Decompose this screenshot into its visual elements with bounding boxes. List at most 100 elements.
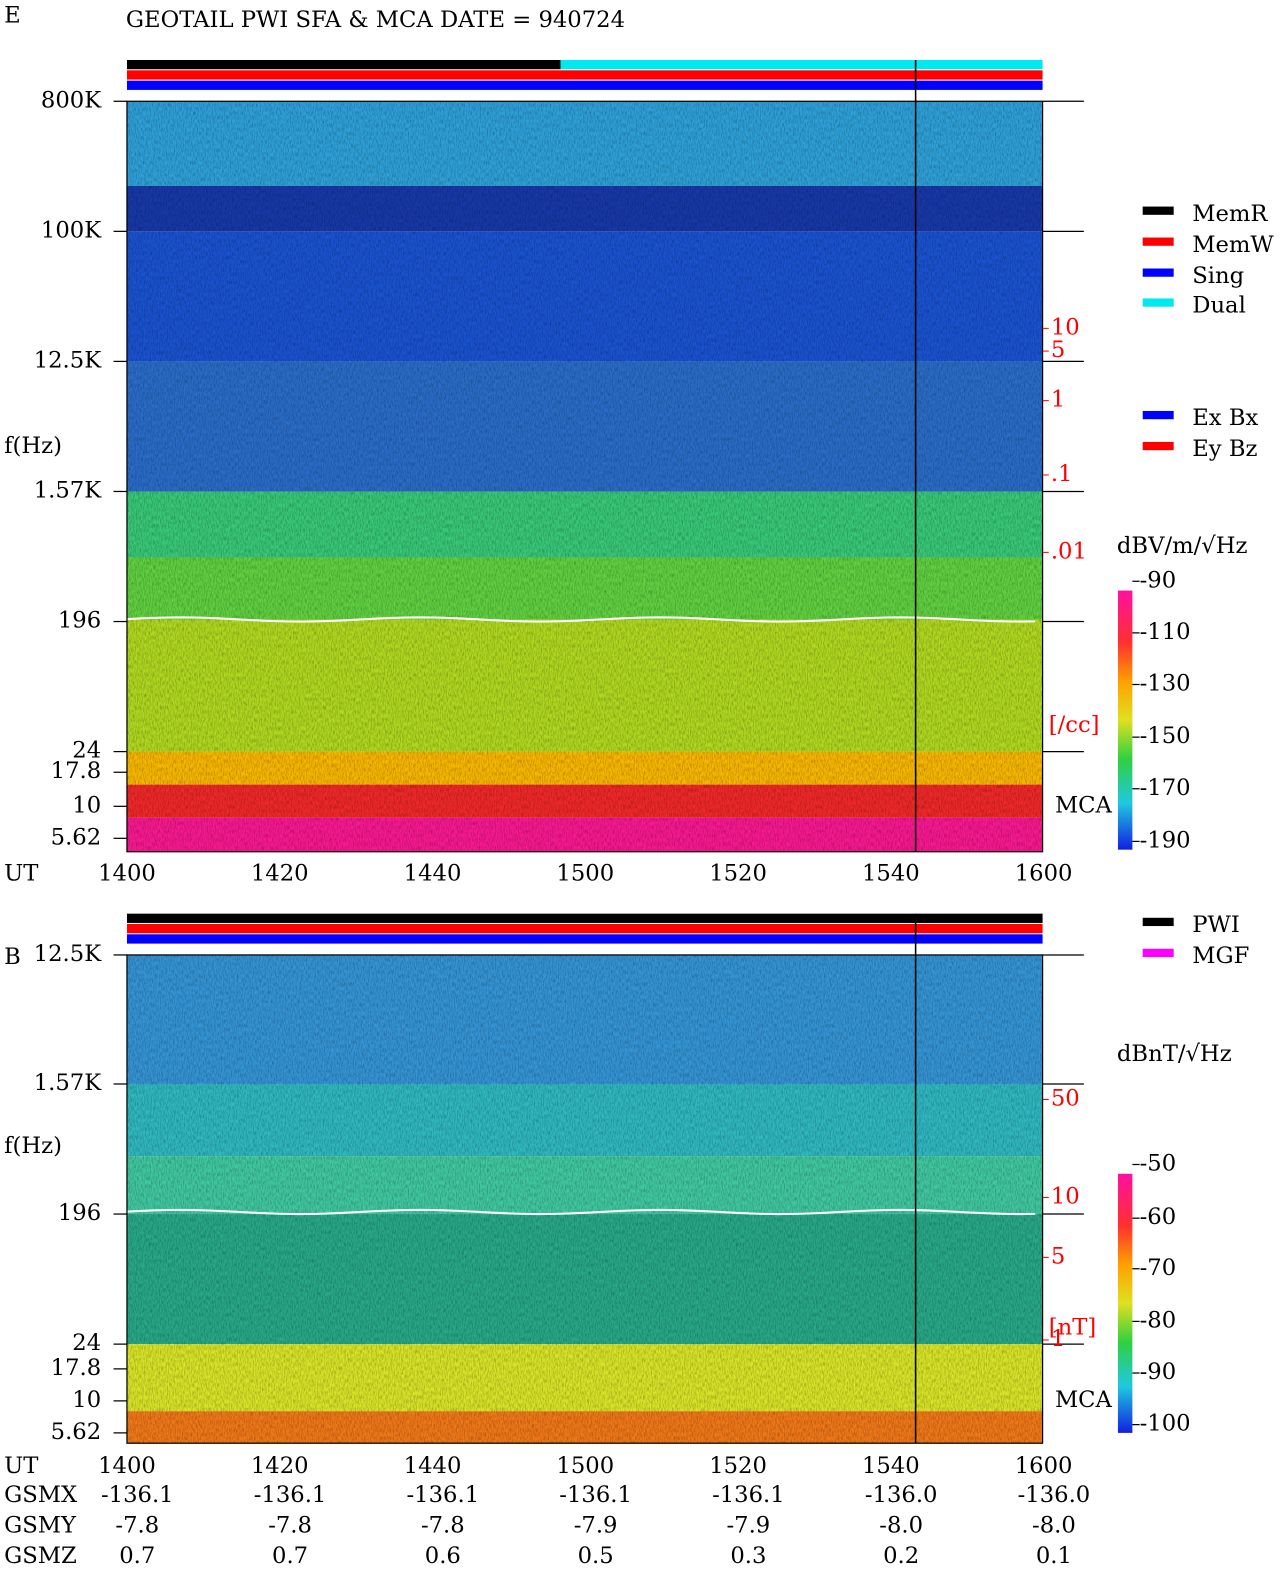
legend-label: MemW	[1192, 232, 1274, 258]
x-tick-label: 1520	[709, 1453, 767, 1479]
legend-swatch	[1142, 268, 1174, 277]
right-unit: [nT]	[1049, 1315, 1096, 1341]
mode-bar	[126, 59, 561, 70]
y-tick-label: 12.5K	[34, 941, 103, 967]
colorbar-tick-label: -70	[1140, 1255, 1177, 1281]
mode-bar	[126, 80, 1043, 90]
colorbar-tick-label: -150	[1140, 723, 1191, 749]
x-tick-label: 1500	[556, 860, 614, 886]
orbit-value: -7.8	[115, 1512, 159, 1538]
colorbar-title: dBV/m/√Hz	[1117, 533, 1248, 559]
colorbar-tick-label: -90	[1140, 567, 1177, 593]
mode-bar	[126, 70, 1043, 80]
x-tick-label: 1520	[709, 860, 767, 886]
y-tick-label: 17.8	[51, 1355, 102, 1381]
spectrogram-noise	[126, 101, 1043, 852]
orbit-value: 0.1	[1036, 1543, 1072, 1569]
y-tick-label: 800K	[41, 87, 102, 113]
x-tick-label: 1440	[404, 860, 462, 886]
legend-swatch	[1142, 206, 1174, 215]
mode-bar	[126, 913, 1043, 923]
y-tick-label: 1.57K	[34, 477, 103, 503]
right-tick-label: .01	[1051, 538, 1087, 564]
legend-label: MemR	[1192, 201, 1268, 227]
y-tick-label: 24	[72, 1330, 101, 1356]
right-tick-label: 1	[1051, 387, 1065, 413]
orbit-value: -136.1	[559, 1482, 632, 1508]
title: GEOTAIL PWI SFA & MCA DATE = 940724	[126, 7, 625, 33]
x-tick-label: 1420	[251, 1453, 309, 1479]
orbit-value: -136.1	[101, 1482, 174, 1508]
frame	[126, 954, 1044, 1444]
colorbar-title: dBnT/√Hz	[1117, 1041, 1232, 1067]
orbit-label: GSMY	[4, 1512, 77, 1538]
legend-label: Ex Bx	[1192, 405, 1258, 431]
x-tick-label: 1400	[98, 1453, 156, 1479]
orbit-value: -7.9	[574, 1512, 618, 1538]
legend-swatch	[1142, 410, 1174, 420]
orbit-value: -7.8	[421, 1512, 465, 1538]
colorbar-tick-label: -50	[1140, 1151, 1177, 1177]
orbit-value: 0.5	[578, 1543, 614, 1569]
right-tick-label: 10	[1051, 314, 1080, 340]
x-tick-label: 1400	[98, 860, 156, 886]
orbit-value: -8.0	[879, 1512, 923, 1538]
legend-label: MGF	[1192, 943, 1249, 969]
right-tick-label: 50	[1051, 1085, 1080, 1111]
right-tick-label: 5	[1051, 337, 1065, 363]
colorbar	[1117, 590, 1133, 850]
plasma-line	[126, 1208, 1036, 1216]
orbit-label: GSMZ	[4, 1543, 77, 1569]
orbit-value: -136.1	[712, 1482, 785, 1508]
legend-swatch	[1142, 948, 1174, 958]
x-axis-label: UT	[4, 860, 38, 886]
orbit-value: -136.1	[254, 1482, 327, 1508]
x-tick-label: 1420	[251, 860, 309, 886]
colorbar	[1117, 1173, 1133, 1433]
panel-label: E	[4, 3, 21, 29]
right-tick-label: .1	[1051, 461, 1073, 487]
orbit-value: -7.9	[727, 1512, 771, 1538]
mode-bar	[126, 923, 1043, 934]
legend-label: PWI	[1192, 912, 1240, 938]
orbit-value: -136.1	[407, 1482, 480, 1508]
colorbar-tick-label: -110	[1140, 619, 1191, 645]
colorbar-tick-label: -130	[1140, 671, 1191, 697]
legend-swatch	[1142, 237, 1174, 246]
orbit-value: -136.0	[1018, 1482, 1091, 1508]
x-tick-label: 1500	[556, 1453, 614, 1479]
y-tick-label: 100K	[41, 217, 102, 243]
y-axis-label: f(Hz)	[4, 433, 62, 459]
y-axis-label: f(Hz)	[4, 1133, 62, 1159]
y-tick-label: 17.8	[51, 758, 102, 784]
orbit-value: 0.7	[119, 1543, 155, 1569]
orbit-value: 0.2	[883, 1543, 919, 1569]
right-unit: [/cc]	[1049, 712, 1100, 738]
colorbar-tick-label: -170	[1140, 775, 1191, 801]
orbit-value: -136.0	[865, 1482, 938, 1508]
mca-label: MCA	[1055, 792, 1113, 818]
colorbar-tick-label: -90	[1140, 1359, 1177, 1385]
orbit-value: 0.6	[425, 1543, 461, 1569]
y-tick-label: 5.62	[51, 1419, 102, 1445]
frame	[126, 100, 1044, 853]
x-tick-label: 1540	[862, 1453, 920, 1479]
mca-label: MCA	[1055, 1387, 1113, 1413]
x-tick-label: 1600	[1015, 860, 1073, 886]
y-tick-label: 10	[72, 1387, 101, 1413]
x-tick-label: 1600	[1015, 1453, 1073, 1479]
colorbar-tick-label: -80	[1140, 1307, 1177, 1333]
colorbar-tick-label: -190	[1140, 827, 1191, 853]
panel-label: B	[4, 944, 21, 970]
orbit-label: GSMX	[4, 1482, 78, 1508]
legend-swatch	[1142, 441, 1174, 451]
orbit-value: 0.7	[272, 1543, 308, 1569]
y-tick-label: 5.62	[51, 824, 102, 850]
plasma-line	[126, 616, 1036, 623]
legend-label: Sing	[1192, 263, 1244, 289]
y-tick-label: 196	[58, 608, 101, 634]
orbit-value: -8.0	[1032, 1512, 1076, 1538]
colorbar-tick-label: -60	[1140, 1204, 1177, 1230]
x-axis-label: UT	[4, 1453, 38, 1479]
